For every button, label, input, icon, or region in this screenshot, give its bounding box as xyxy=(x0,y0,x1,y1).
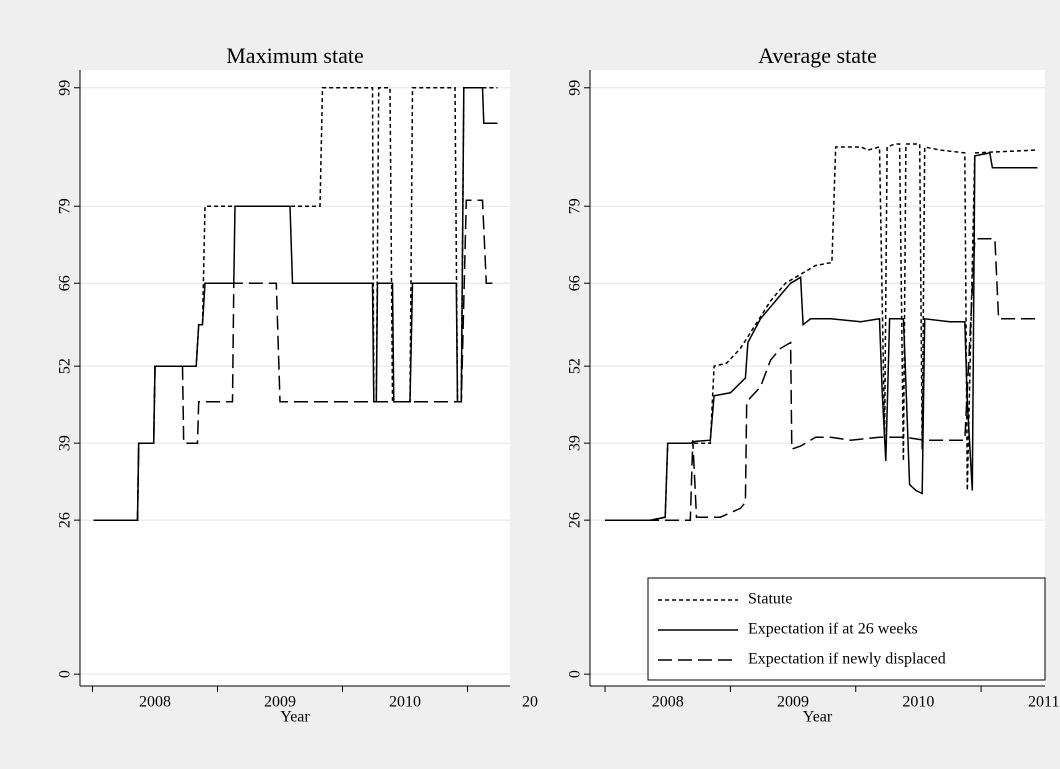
series-line xyxy=(605,143,1038,521)
x-tick-label: 2008 xyxy=(652,694,684,711)
chart-title: Maximum state xyxy=(226,43,363,68)
y-tick-label: 79 xyxy=(567,198,584,214)
y-tick-label: 99 xyxy=(567,80,584,96)
legend-label: Expectation if at 26 weeks xyxy=(748,621,918,638)
x-tick-label: 2010 xyxy=(902,694,934,711)
x-tick-label: 2008 xyxy=(139,694,171,711)
y-tick-label: 39 xyxy=(567,435,584,451)
series-line xyxy=(93,199,498,521)
series-line xyxy=(605,152,1038,521)
y-tick-label: 0 xyxy=(57,670,74,678)
y-tick-label: 52 xyxy=(567,358,584,374)
y-tick-label: 52 xyxy=(57,358,74,374)
legend-box xyxy=(647,577,1046,681)
x-tick-label: 20 xyxy=(522,694,538,711)
x-axis-title: Year xyxy=(280,709,310,726)
x-axis-title: Year xyxy=(803,709,833,726)
y-tick-label: 99 xyxy=(57,80,74,96)
legend-label: Expectation if newly displaced xyxy=(748,651,946,668)
y-tick-label: 66 xyxy=(567,275,584,291)
plot-area xyxy=(80,70,510,686)
y-tick-label: 26 xyxy=(567,512,584,528)
y-tick-label: 39 xyxy=(57,435,74,451)
legend-label: Statute xyxy=(748,591,792,608)
series-line xyxy=(605,238,1038,521)
x-tick-label: 2011 xyxy=(1028,694,1059,711)
y-tick-label: 26 xyxy=(57,512,74,528)
y-tick-label: 79 xyxy=(57,198,74,214)
x-tick-label: 2009 xyxy=(264,694,296,711)
x-tick-label: 2009 xyxy=(777,694,809,711)
y-tick-label: 0 xyxy=(567,670,584,678)
y-tick-label: 66 xyxy=(57,275,74,291)
chart-title: Average state xyxy=(758,43,877,68)
x-tick-label: 2010 xyxy=(389,694,421,711)
